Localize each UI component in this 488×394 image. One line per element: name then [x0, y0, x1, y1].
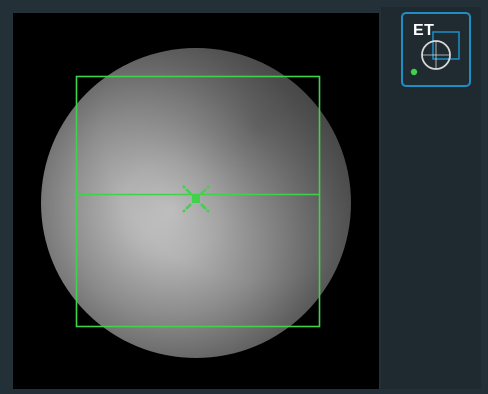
roi-rectangle[interactable]	[75, 75, 321, 328]
et-label: ET	[413, 22, 435, 39]
eye-tracking-icon	[410, 31, 460, 76]
crosshair-target-icon[interactable]	[182, 185, 210, 213]
image-viewport[interactable]	[13, 13, 379, 389]
scan-canvas[interactable]	[13, 13, 379, 389]
eye-tracking-button[interactable]: ET	[401, 12, 471, 87]
